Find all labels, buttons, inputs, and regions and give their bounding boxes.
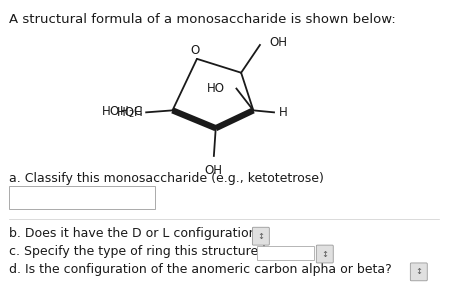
Text: O: O: [191, 44, 200, 57]
Text: HOH: HOH: [117, 106, 143, 119]
Text: ↕: ↕: [321, 250, 328, 259]
Text: H: H: [279, 106, 287, 119]
FancyBboxPatch shape: [9, 186, 155, 209]
Text: HOH$_2$C: HOH$_2$C: [101, 105, 143, 120]
Text: A structural formula of a monosaccharide is shown below:: A structural formula of a monosaccharide…: [9, 13, 396, 26]
Text: b. Does it have the D or L configuration?: b. Does it have the D or L configuration…: [9, 227, 263, 240]
Text: d. Is the configuration of the anomeric carbon alpha or beta?: d. Is the configuration of the anomeric …: [9, 263, 392, 276]
FancyBboxPatch shape: [410, 263, 427, 281]
FancyBboxPatch shape: [316, 245, 333, 263]
FancyBboxPatch shape: [252, 227, 269, 245]
Text: OH: OH: [269, 37, 287, 50]
Text: ↕: ↕: [415, 267, 422, 276]
Text: HO: HO: [207, 82, 225, 95]
FancyBboxPatch shape: [257, 246, 313, 260]
Text: OH: OH: [205, 164, 223, 177]
Text: c. Specify the type of ring this structure has.: c. Specify the type of ring this structu…: [9, 245, 288, 258]
Text: ↕: ↕: [257, 232, 264, 241]
Text: a. Classify this monosaccharide (e.g., ketotetrose): a. Classify this monosaccharide (e.g., k…: [9, 172, 324, 185]
